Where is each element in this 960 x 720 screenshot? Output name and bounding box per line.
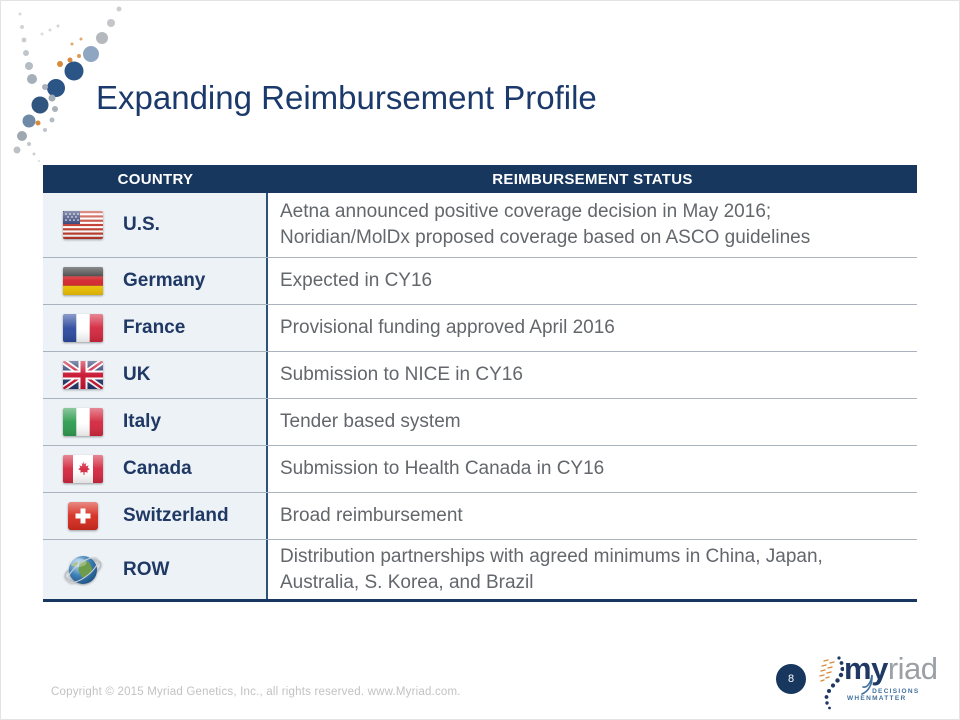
country-cell: France — [43, 305, 268, 351]
table-header-row: COUNTRY REIMBURSEMENT STATUS — [43, 165, 917, 193]
country-label: ROW — [123, 558, 170, 580]
country-label: Canada — [123, 458, 192, 479]
table-row: UK Submission to NICE in CY16 — [43, 352, 917, 399]
table-row: ROW Distribution partnerships with agree… — [43, 540, 917, 599]
status-cell: Submission to Health Canada in CY16 — [268, 446, 917, 492]
uk-flag-icon — [63, 360, 103, 390]
status-cell: Aetna announced positive coverage decisi… — [268, 193, 917, 257]
country-cell: U.S. — [43, 193, 268, 257]
status-cell: Tender based system — [268, 399, 917, 445]
country-label: France — [123, 317, 186, 338]
country-cell: ROW — [43, 540, 268, 599]
country-cell: Canada — [43, 446, 268, 492]
column-header-country: COUNTRY — [117, 170, 194, 188]
status-cell: Broad reimbursement — [268, 493, 917, 539]
page-number: 8 — [787, 673, 795, 685]
country-cell: Italy — [43, 399, 268, 445]
table-row: Germany Expected in CY16 — [43, 258, 917, 305]
table-row: Canada Submission to Health Canada in CY… — [43, 446, 917, 493]
brand-my: my — [844, 651, 888, 686]
reimbursement-table: COUNTRY REIMBURSEMENT STATUS U.S. Aetna … — [43, 165, 917, 602]
country-label: Italy — [123, 411, 162, 432]
country-label: U.S. — [123, 214, 160, 235]
brand-riad: riad — [887, 651, 938, 686]
page-title: Expanding Reimbursement Profile — [96, 79, 597, 116]
tagline-when: WHEN — [847, 695, 873, 702]
copyright-text: Copyright © 2015 Myriad Genetics, Inc., … — [51, 686, 461, 698]
country-cell: Switzerland — [43, 493, 268, 539]
country-label: UK — [123, 364, 151, 385]
logo-tagline: WHEN DECISIONS MATTER — [847, 688, 955, 702]
status-cell: Submission to NICE in CY16 — [268, 352, 917, 398]
table-row: U.S. Aetna announced positive coverage d… — [43, 193, 917, 258]
status-cell: Distribution partnerships with agreed mi… — [268, 540, 917, 599]
us-flag-icon — [63, 210, 103, 240]
myriad-logo: myriad WHEN DECISIONS MATTER — [817, 651, 957, 713]
table-row: Switzerland Broad reimbursement — [43, 493, 917, 540]
country-label: Germany — [123, 270, 206, 291]
status-cell: Expected in CY16 — [268, 258, 917, 304]
table-row: France Provisional funding approved Apri… — [43, 305, 917, 352]
country-cell: Germany — [43, 258, 268, 304]
table-row: Italy Tender based system — [43, 399, 917, 446]
canada-flag-icon — [63, 454, 103, 484]
column-header-status: REIMBURSEMENT STATUS — [492, 170, 693, 188]
myriad-helix-icon — [819, 656, 844, 710]
switzerland-flag-icon — [63, 501, 103, 531]
dna-dots-decoration-icon — [13, 6, 122, 162]
country-label: Switzerland — [123, 505, 229, 526]
tagline-decisions-matter: DECISIONS MATTER — [872, 688, 920, 702]
status-cell: Provisional funding approved April 2016 — [268, 305, 917, 351]
italy-flag-icon — [63, 407, 103, 437]
germany-flag-icon — [63, 266, 103, 296]
page-number-badge: 8 — [776, 664, 806, 694]
logo-swoosh-icon — [861, 674, 873, 695]
globe-icon — [63, 555, 103, 585]
country-cell: UK — [43, 352, 268, 398]
france-flag-icon — [63, 313, 103, 343]
myriad-wordmark: myriad — [844, 653, 938, 684]
